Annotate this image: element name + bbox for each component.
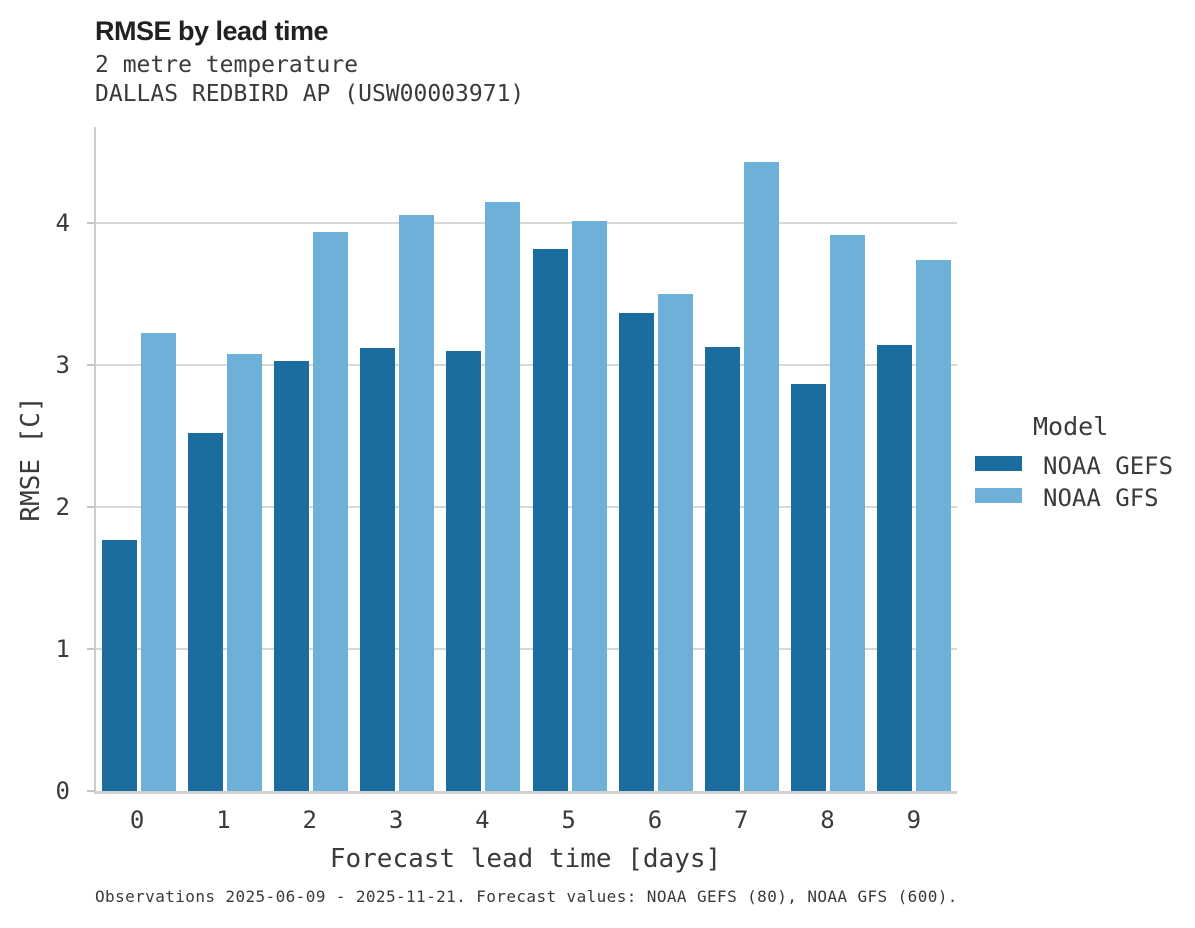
chart-subtitle-line1: 2 metre temperature xyxy=(95,52,359,78)
bar-group-day-4 xyxy=(440,127,526,791)
bar-noaa-gefs-day-7 xyxy=(704,347,740,791)
chart-title: RMSE by lead time xyxy=(95,16,329,46)
bar-group-day-6 xyxy=(613,127,699,791)
y-tick-label-1: 1 xyxy=(55,635,70,663)
bar-noaa-gefs-day-5 xyxy=(532,249,568,791)
bar-noaa-gefs-day-0 xyxy=(102,540,138,791)
bar-group-day-0 xyxy=(96,127,182,791)
legend-swatch-noaa-gefs-icon xyxy=(975,456,1022,471)
x-tick-label-7: 7 xyxy=(734,806,749,834)
bar-group-day-9 xyxy=(871,127,957,791)
bar-group-day-7 xyxy=(699,127,785,791)
x-tick-label-8: 8 xyxy=(820,806,835,834)
y-tick-label-3: 3 xyxy=(55,351,70,379)
bar-group-day-1 xyxy=(182,127,268,791)
gridline-y-4 xyxy=(96,222,957,225)
bar-noaa-gefs-day-8 xyxy=(790,384,826,791)
bar-noaa-gfs-day-3 xyxy=(399,215,435,791)
bar-noaa-gfs-day-8 xyxy=(829,235,865,791)
x-tick-labels: 0 1 2 3 4 5 6 7 8 9 xyxy=(94,806,957,834)
x-tick-label-2: 2 xyxy=(302,806,317,834)
x-tick-label-3: 3 xyxy=(388,806,404,834)
bar-noaa-gefs-day-4 xyxy=(446,351,482,791)
bar-noaa-gefs-day-1 xyxy=(188,433,224,791)
legend-label-noaa-gfs: NOAA GFS xyxy=(1043,484,1159,512)
legend-label-noaa-gefs: NOAA GEFS xyxy=(1043,452,1174,480)
bar-group-day-8 xyxy=(785,127,871,791)
bar-noaa-gefs-day-9 xyxy=(876,345,912,791)
y-tick-label-4: 4 xyxy=(55,209,70,237)
bar-noaa-gfs-day-1 xyxy=(227,354,263,791)
y-tick-mark-2 xyxy=(87,506,94,509)
bar-noaa-gfs-day-0 xyxy=(141,333,177,791)
x-tick-label-9: 9 xyxy=(906,806,922,834)
y-tick-mark-3 xyxy=(87,364,94,367)
bar-noaa-gefs-day-2 xyxy=(274,361,310,791)
y-tick-mark-1 xyxy=(87,648,94,651)
footer-caption: Observations 2025-06-09 - 2025-11-21. Fo… xyxy=(95,887,958,906)
bar-noaa-gfs-day-9 xyxy=(915,260,951,791)
bar-noaa-gfs-day-6 xyxy=(657,294,693,791)
legend-swatch-noaa-gfs-icon xyxy=(975,488,1022,503)
bar-noaa-gfs-day-4 xyxy=(485,202,521,791)
y-tick-mark-0 xyxy=(87,790,94,792)
legend-title: Model xyxy=(1033,412,1109,441)
y-tick-label-0: 0 xyxy=(55,777,70,805)
x-tick-label-6: 6 xyxy=(647,806,663,834)
x-tick-label-4: 4 xyxy=(475,806,490,834)
bar-group-day-2 xyxy=(268,127,354,791)
chart-subtitle-line2: DALLAS REDBIRD AP (USW00003971) xyxy=(95,81,525,107)
bar-noaa-gfs-day-5 xyxy=(571,221,607,791)
bar-noaa-gefs-day-6 xyxy=(618,313,654,791)
bar-group-day-5 xyxy=(526,127,612,791)
x-tick-label-1: 1 xyxy=(216,806,231,834)
y-tick-label-2: 2 xyxy=(55,493,70,521)
gridline-y-3 xyxy=(96,364,957,367)
y-tick-mark-4 xyxy=(87,222,94,225)
gridline-y-2 xyxy=(96,506,957,509)
plot-area xyxy=(87,127,957,794)
x-axis-label: Forecast lead time [days] xyxy=(329,844,722,874)
x-tick-label-0: 0 xyxy=(129,806,145,834)
bars-layer xyxy=(96,127,957,791)
gridline-y-1 xyxy=(96,648,957,651)
bar-noaa-gfs-day-7 xyxy=(743,162,779,791)
bar-group-day-3 xyxy=(354,127,440,791)
bar-noaa-gefs-day-3 xyxy=(360,348,396,791)
x-tick-label-5: 5 xyxy=(561,806,576,834)
chart-subtitle: 2 metre temperature DALLAS REDBIRD AP (US… xyxy=(95,51,524,109)
bar-noaa-gfs-day-2 xyxy=(313,232,349,791)
